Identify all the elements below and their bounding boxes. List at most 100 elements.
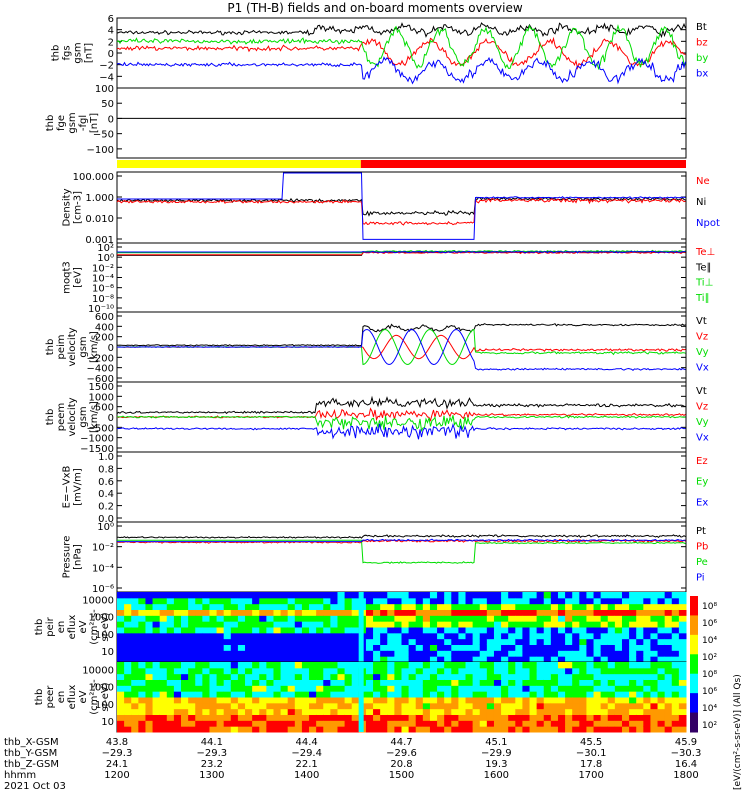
heatmap-cell bbox=[380, 708, 388, 715]
heatmap-cell bbox=[287, 632, 296, 640]
heatmap-cell bbox=[664, 609, 673, 616]
heatmap-cell bbox=[422, 621, 431, 628]
heatmap-cell bbox=[266, 597, 274, 605]
heatmap-cell bbox=[273, 662, 282, 669]
heatmap-cell bbox=[422, 650, 431, 657]
heatmap-cell bbox=[671, 644, 680, 651]
heatmap-cell bbox=[316, 621, 324, 628]
heatmap-cell bbox=[629, 714, 637, 721]
heatmap-cell bbox=[458, 708, 467, 715]
heatmap-cell bbox=[316, 667, 324, 675]
heatmap-cell bbox=[131, 615, 139, 622]
heatmap-cell bbox=[337, 726, 346, 733]
heatmap-cell bbox=[188, 650, 196, 657]
heatmap-cell bbox=[188, 615, 196, 622]
heatmap-cell bbox=[401, 708, 410, 715]
heatmap-cell bbox=[230, 708, 239, 715]
heatmap-cell bbox=[465, 662, 474, 669]
heatmap-cell bbox=[273, 714, 282, 721]
heatmap-cell bbox=[365, 673, 374, 680]
heatmap-cell bbox=[493, 656, 502, 663]
heatmap-cell bbox=[621, 638, 630, 645]
heatmap-cell bbox=[124, 702, 132, 710]
heatmap-cell bbox=[309, 615, 317, 622]
heatmap-cell bbox=[266, 662, 274, 669]
heatmap-cell bbox=[678, 638, 687, 645]
xaxis-value: 1300 bbox=[199, 770, 224, 781]
heatmap-cell bbox=[330, 632, 338, 640]
heatmap-cell bbox=[117, 597, 125, 605]
heatmap-cell bbox=[309, 650, 317, 657]
heatmap-cell bbox=[600, 679, 609, 686]
colorbar-tick-label: 10⁸ bbox=[702, 602, 717, 612]
heatmap-cell bbox=[429, 592, 438, 599]
heatmap-cell bbox=[671, 615, 680, 622]
heatmap-cell bbox=[429, 615, 438, 622]
heatmap-cell bbox=[351, 662, 360, 669]
colorbar-stop bbox=[690, 712, 698, 733]
heatmap-cell bbox=[629, 615, 637, 622]
heatmap-cell bbox=[159, 615, 168, 622]
heatmap-cell bbox=[266, 644, 274, 651]
heatmap-cell bbox=[422, 726, 431, 733]
heatmap-cell bbox=[330, 708, 338, 715]
heatmap-cell bbox=[557, 638, 566, 645]
heatmap-cell bbox=[330, 615, 338, 622]
heatmap-cell bbox=[586, 662, 595, 669]
heatmap-cell bbox=[600, 656, 609, 663]
heatmap-cell bbox=[593, 615, 602, 622]
heatmap-cell bbox=[486, 685, 495, 692]
heatmap-cell bbox=[280, 662, 289, 669]
heatmap-cell bbox=[344, 702, 353, 710]
heatmap-cell bbox=[529, 627, 538, 634]
heatmap-cell bbox=[280, 592, 289, 599]
heatmap-cell bbox=[138, 638, 146, 645]
heatmap-cell bbox=[181, 708, 189, 715]
heatmap-cell bbox=[266, 673, 274, 680]
heatmap-cell bbox=[223, 656, 232, 663]
mode-bar-segment-1 bbox=[360, 160, 686, 168]
heatmap-cell bbox=[323, 632, 331, 640]
heatmap-cell bbox=[479, 638, 488, 645]
heatmap-cell bbox=[636, 702, 644, 710]
heatmap-cell bbox=[173, 708, 182, 715]
heatmap-cell bbox=[458, 656, 467, 663]
heatmap-cell bbox=[380, 662, 388, 669]
heatmap-cell bbox=[202, 603, 210, 610]
heatmap-cell bbox=[565, 615, 573, 622]
heatmap-cell bbox=[365, 609, 374, 616]
heatmap-cell bbox=[159, 621, 168, 628]
heatmap-cell bbox=[237, 691, 246, 698]
heatmap-cell bbox=[600, 708, 609, 715]
heatmap-cell bbox=[237, 679, 246, 686]
heatmap-cell bbox=[572, 656, 580, 663]
ytick-label: 10⁰ bbox=[97, 522, 114, 533]
heatmap-cell bbox=[344, 726, 353, 733]
heatmap-cell bbox=[387, 627, 395, 634]
xaxis-row-label: thb_Z-GSM bbox=[4, 759, 59, 770]
heatmap-cell bbox=[273, 720, 282, 727]
heatmap-cell bbox=[252, 621, 260, 628]
heatmap-cell bbox=[515, 603, 523, 610]
heatmap-cell bbox=[636, 615, 644, 622]
heatmap-cell bbox=[408, 726, 417, 733]
heatmap-cell bbox=[465, 597, 474, 605]
heatmap-cell bbox=[465, 592, 474, 599]
heatmap-cell bbox=[202, 627, 210, 634]
heatmap-cell bbox=[515, 726, 523, 733]
heatmap-cell bbox=[501, 621, 509, 628]
heatmap-cell bbox=[301, 609, 310, 616]
heatmap-cell bbox=[486, 702, 495, 710]
heatmap-cell bbox=[621, 644, 630, 651]
heatmap-cell bbox=[152, 691, 161, 698]
heatmap-cell bbox=[643, 708, 651, 715]
heatmap-cell bbox=[287, 603, 296, 610]
heatmap-cell bbox=[636, 650, 644, 657]
heatmap-cell bbox=[579, 621, 587, 628]
legend-Ne: Ne bbox=[696, 176, 710, 187]
heatmap-cell bbox=[458, 597, 467, 605]
heatmap-cell bbox=[437, 638, 445, 645]
heatmap-cell bbox=[458, 685, 467, 692]
heatmap-cell bbox=[408, 627, 417, 634]
heatmap-cell bbox=[586, 685, 595, 692]
